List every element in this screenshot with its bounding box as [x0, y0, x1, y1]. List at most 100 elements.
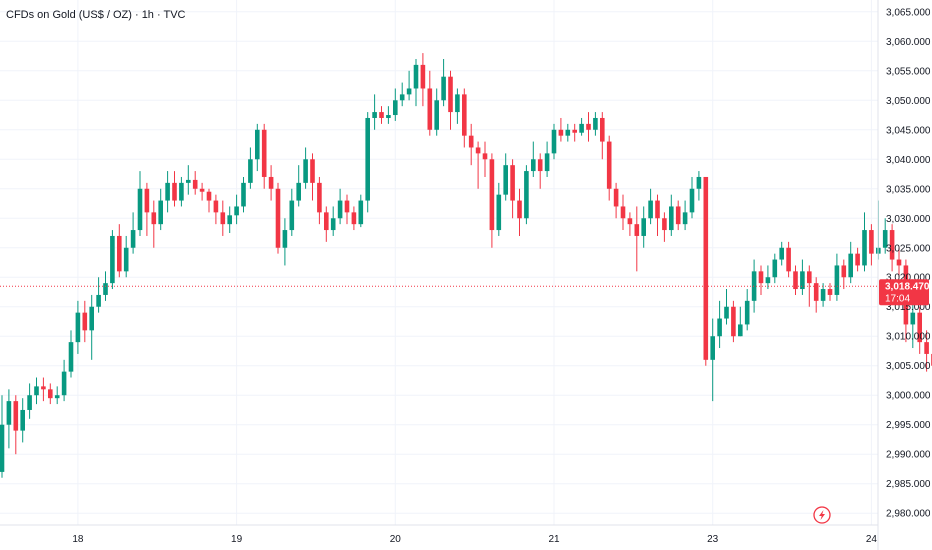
candle-body	[268, 176, 274, 189]
candle	[855, 247, 860, 272]
candle-body	[558, 129, 564, 136]
candle-body	[68, 342, 74, 372]
candle	[703, 176, 709, 366]
candle-body	[682, 212, 688, 225]
price-tick-label: 3,045.000	[886, 125, 931, 136]
candle	[600, 112, 605, 160]
candle	[358, 194, 364, 228]
time-axis[interactable]: 18192021232425	[72, 534, 932, 545]
candle	[48, 383, 53, 405]
price-tick-label: 3,025.000	[886, 243, 931, 254]
candle	[75, 300, 81, 354]
candle	[820, 283, 826, 307]
candle-body	[531, 159, 536, 172]
candle-body	[0, 424, 5, 472]
candle-body	[275, 188, 281, 248]
candle	[199, 182, 205, 201]
candle	[206, 188, 212, 213]
candle	[172, 171, 177, 207]
candle-body	[675, 206, 681, 225]
candle	[117, 224, 122, 278]
candle-body	[434, 100, 439, 130]
candle	[468, 123, 474, 166]
candle	[462, 88, 467, 148]
candle	[434, 88, 439, 136]
candle	[192, 171, 198, 195]
candle-body	[489, 159, 495, 231]
candle-body	[606, 141, 612, 189]
candle-body	[834, 265, 840, 295]
candle-body	[151, 212, 157, 225]
candle	[27, 383, 32, 419]
price-tick-label: 3,060.000	[886, 37, 931, 48]
candle	[675, 200, 681, 231]
candle-body	[634, 224, 640, 236]
candle	[441, 58, 446, 107]
candle-body	[648, 200, 653, 219]
candle	[517, 188, 522, 236]
candle	[551, 123, 557, 160]
candle-body	[206, 191, 212, 201]
candle	[296, 165, 301, 207]
candle-body	[186, 179, 191, 183]
candle	[565, 123, 571, 142]
candle-body	[358, 200, 364, 225]
candle	[537, 153, 543, 189]
candle	[606, 135, 612, 201]
candle-body	[103, 283, 108, 295]
candle-body	[524, 171, 529, 219]
candle	[186, 165, 191, 195]
countdown-timer: 17:04	[885, 293, 910, 304]
date-tick-label: 21	[548, 534, 560, 545]
current-price-tag: 3,018.470 17:04	[879, 279, 930, 306]
candle-body	[241, 182, 246, 207]
candle	[20, 398, 25, 443]
candle-body	[496, 194, 502, 231]
candle	[572, 123, 577, 142]
candle	[910, 300, 916, 349]
date-tick-label: 20	[390, 534, 402, 545]
candles	[0, 53, 932, 478]
price-tick-label: 2,995.000	[886, 420, 931, 431]
price-tick-label: 3,015.000	[886, 302, 931, 313]
price-tick-label: 2,980.000	[886, 509, 931, 520]
price-axis[interactable]: 2,980.000 2,985.000 2,990.000 2,995.000 3,00…	[886, 7, 931, 519]
candle-body	[593, 117, 598, 130]
candle	[406, 70, 412, 101]
candle-body	[75, 312, 81, 343]
candle	[158, 188, 163, 231]
candle	[758, 265, 764, 295]
candle	[848, 241, 853, 284]
candle	[344, 194, 350, 225]
candle	[544, 141, 550, 177]
candle	[731, 300, 736, 343]
price-tick-label: 3,065.000	[886, 7, 931, 18]
candle	[303, 147, 308, 189]
price-tick-label: 3,020.000	[886, 273, 931, 284]
candle	[503, 153, 508, 201]
candle	[724, 289, 729, 325]
candle	[13, 395, 19, 455]
candle-body	[710, 336, 715, 360]
candle	[0, 395, 5, 478]
candle-body	[448, 76, 453, 113]
candle-body	[917, 312, 922, 343]
candle	[882, 218, 888, 254]
candle-body	[517, 200, 522, 219]
candle	[634, 206, 640, 272]
candle-body	[137, 188, 143, 231]
candle-body	[537, 159, 543, 172]
candle	[524, 165, 529, 225]
candle-body	[89, 306, 94, 331]
candle-body	[289, 200, 295, 231]
candle	[96, 277, 101, 313]
candle-body	[261, 129, 267, 177]
candle-body	[165, 182, 170, 201]
candle	[427, 70, 433, 136]
candle-body	[393, 100, 398, 116]
candle-body	[841, 265, 847, 278]
candle-body	[820, 289, 826, 301]
candle-body	[330, 218, 336, 231]
lightning-icon[interactable]	[813, 506, 831, 524]
